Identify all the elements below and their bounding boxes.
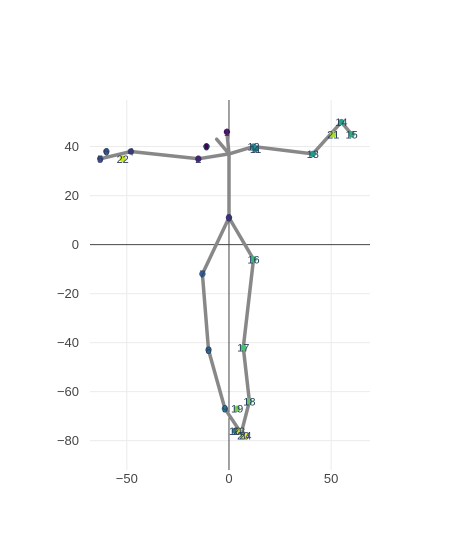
point-23 <box>235 427 243 434</box>
point-19 <box>233 405 241 412</box>
point-5 <box>97 155 104 163</box>
point-label-13: 13 <box>307 149 319 161</box>
point-label-9: 9 <box>222 404 228 416</box>
point-label-11: 11 <box>250 144 261 156</box>
point-16 <box>250 256 257 263</box>
point-3 <box>225 214 233 221</box>
point-12 <box>250 143 257 150</box>
point-label-5: 5 <box>97 154 103 166</box>
point-24 <box>242 432 249 439</box>
point-label-17: 17 <box>237 342 249 354</box>
point-4 <box>127 148 135 155</box>
point-label-16: 16 <box>247 254 259 266</box>
x-tick-label: 0 <box>225 471 232 486</box>
grid-lines <box>90 100 370 470</box>
point-label-23: 23 <box>233 426 245 438</box>
point-label-4: 4 <box>128 146 134 158</box>
point-label-20: 20 <box>237 431 249 443</box>
point-22 <box>119 155 126 163</box>
point-label-22: 22 <box>117 154 129 166</box>
y-tick-label: −40 <box>57 335 79 350</box>
point-13 <box>309 150 316 158</box>
point-0 <box>203 143 210 150</box>
point-label-21: 21 <box>327 129 339 141</box>
point-label-10: 10 <box>229 426 241 438</box>
point-label-0: 0 <box>203 142 209 154</box>
y-tick-label: −20 <box>57 286 79 301</box>
point-9 <box>221 405 229 412</box>
point-2 <box>195 155 202 163</box>
point-label-8: 8 <box>205 345 211 357</box>
point-15 <box>348 131 355 138</box>
y-tick-label: 40 <box>65 139 79 154</box>
y-tick-label: −80 <box>57 433 79 448</box>
skeleton-line-3 <box>200 152 243 435</box>
y-tick-label: −60 <box>57 384 79 399</box>
point-label-1: 1 <box>224 127 230 139</box>
point-1 <box>223 128 231 136</box>
point-14 <box>338 118 345 126</box>
point-6 <box>103 148 110 155</box>
skeleton-points <box>97 118 355 439</box>
point-label-7: 7 <box>199 269 205 281</box>
y-tick-label: 0 <box>72 237 79 252</box>
skeleton-lines <box>98 120 354 435</box>
point-label-24: 24 <box>239 431 251 443</box>
point-8 <box>205 346 212 354</box>
point-label-3: 3 <box>226 213 232 225</box>
x-tick-label: 50 <box>324 471 338 486</box>
y-tick-label: 20 <box>65 188 79 203</box>
point-label-2: 2 <box>195 154 201 166</box>
point-17 <box>240 344 247 351</box>
skeleton-line-1 <box>214 137 231 156</box>
point-label-6: 6 <box>103 146 109 158</box>
x-tick-label: −50 <box>116 471 138 486</box>
point-7 <box>199 270 206 278</box>
point-label-14: 14 <box>335 117 347 129</box>
point-21 <box>330 131 337 138</box>
point-label-19: 19 <box>231 404 243 416</box>
point-label-12: 12 <box>247 142 259 154</box>
point-18 <box>246 398 253 405</box>
point-label-15: 15 <box>345 129 357 141</box>
point-label-18: 18 <box>243 396 255 408</box>
